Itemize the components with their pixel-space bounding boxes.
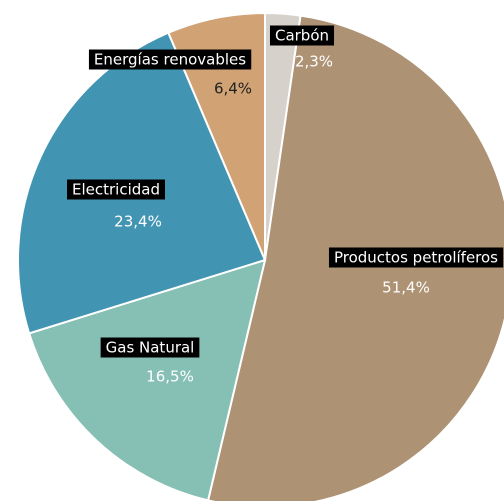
- value-label: 2,3%: [295, 53, 333, 71]
- category-label: Carbón: [275, 27, 329, 45]
- pie-slice: [27, 258, 267, 501]
- value-label: 23,4%: [114, 213, 162, 231]
- label-background: [88, 49, 252, 70]
- label-background: [67, 179, 165, 200]
- slice-label: Gas Natural: [100, 337, 200, 358]
- slice-label: Electricidad: [67, 179, 165, 200]
- category-label: Gas Natural: [106, 339, 195, 357]
- slice-label: Carbón: [269, 25, 335, 46]
- value-label: 6,4%: [214, 80, 252, 98]
- category-label: Productos petrolíferos: [334, 249, 498, 267]
- pie-slice: [167, 11, 266, 261]
- category-label: Energías renovables: [94, 51, 246, 69]
- category-label: Electricidad: [72, 181, 160, 199]
- slice-label: Energías renovables: [88, 49, 252, 70]
- label-background: [328, 247, 504, 268]
- value-label: 51,4%: [382, 279, 430, 297]
- label-background: [100, 337, 200, 358]
- value-label: 16,5%: [146, 368, 194, 386]
- slice-label: Productos petrolíferos: [328, 247, 504, 268]
- label-background: [269, 25, 335, 46]
